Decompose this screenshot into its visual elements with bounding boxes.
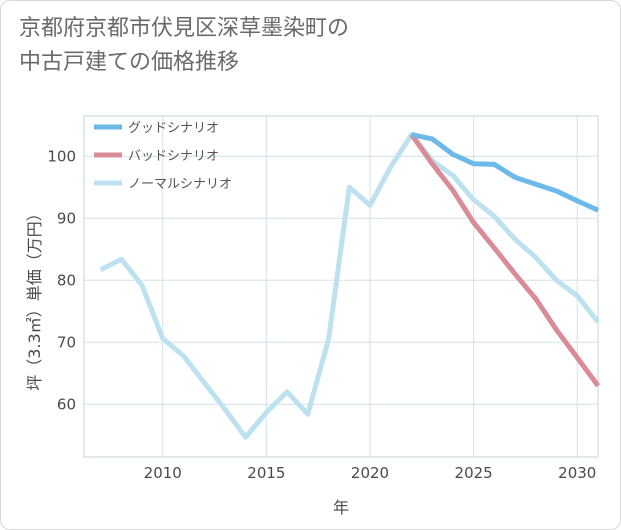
x-tick-label: 2020 <box>351 464 389 482</box>
series-line-2 <box>99 132 600 440</box>
chart-title-line-1: 京都府京都市伏見区深草墨染町の <box>19 16 350 41</box>
chart-title: 京都府京都市伏見区深草墨染町の 中古戸建ての価格推移 <box>19 12 579 80</box>
series-line-1 <box>409 133 601 388</box>
series-line-0 <box>410 132 600 213</box>
y-tick-label: 90 <box>57 209 76 227</box>
y-tick-label: 80 <box>57 271 76 289</box>
plot-area <box>83 115 599 458</box>
y-tick-label: 60 <box>57 395 76 413</box>
x-axis-label: 年 <box>333 498 349 517</box>
series-layer <box>99 132 601 440</box>
x-tick-label: 2015 <box>247 464 285 482</box>
tick-labels: 2010 2015 2020 2025 2030 60 70 80 90 100 <box>47 147 596 482</box>
y-tick-label: 100 <box>47 147 76 165</box>
chart-title-line-2: 中古戸建ての価格推移 <box>19 50 240 75</box>
legend-label-2: ノーマルシナリオ <box>128 177 232 192</box>
y-tick-label: 70 <box>57 333 76 351</box>
legend-label-0: グッドシナリオ <box>128 121 219 136</box>
x-tick-label: 2010 <box>144 464 182 482</box>
y-axis-label: 坪（3.3㎡）単価（万円） <box>25 205 44 390</box>
x-tick-label: 2030 <box>558 464 596 482</box>
grid-lines <box>84 116 598 457</box>
x-tick-label: 2025 <box>455 464 493 482</box>
legend-label-1: バッドシナリオ <box>128 149 219 164</box>
